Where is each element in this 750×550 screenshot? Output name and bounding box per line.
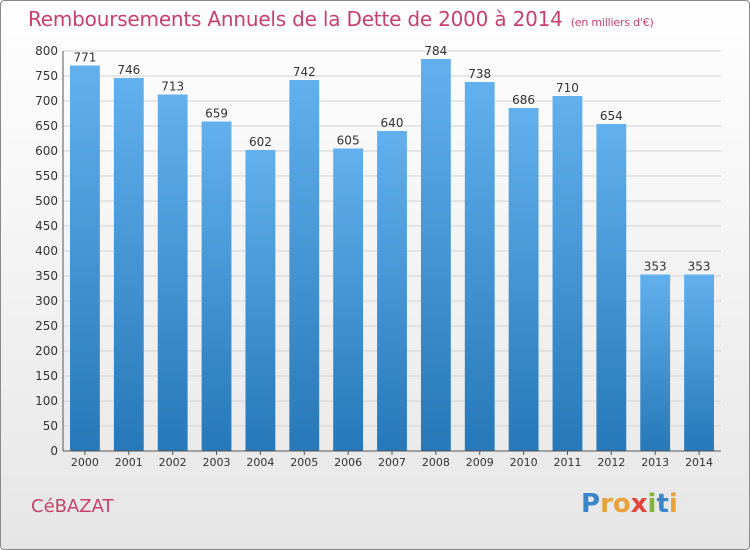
x-tick-label: 2000 <box>71 456 99 469</box>
y-tick-label: 550 <box>35 169 58 183</box>
y-tick-label: 600 <box>35 144 58 158</box>
y-tick-label: 250 <box>35 319 58 333</box>
bar-value-label: 353 <box>688 260 711 274</box>
bar-2001 <box>113 78 144 451</box>
bar-2012 <box>596 124 627 451</box>
bars: 771 746 713 659 602 742 605 640 784 738 686 710 654 3… <box>70 44 714 451</box>
x-tick-label: 2014 <box>685 456 713 469</box>
y-tick-label: 50 <box>43 419 58 433</box>
bar-value-label: 713 <box>161 80 184 94</box>
y-tick-label: 800 <box>35 44 58 58</box>
x-tick-label: 2007 <box>378 456 406 469</box>
bar-2011 <box>552 96 583 451</box>
x-tick-label: 2008 <box>422 456 450 469</box>
x-tick-label: 2001 <box>115 456 143 469</box>
y-tick-label: 0 <box>50 444 58 458</box>
bar-2004 <box>245 150 276 451</box>
bar-2003 <box>201 121 232 451</box>
chart-subtitle: (en milliers d'€) <box>570 16 654 29</box>
x-tick-label: 2012 <box>597 456 625 469</box>
x-tick-label: 2006 <box>334 456 362 469</box>
x-tick-label: 2002 <box>159 456 187 469</box>
y-tick-label: 150 <box>35 369 58 383</box>
y-tick-label: 700 <box>35 94 58 108</box>
bar-value-label: 710 <box>556 81 579 95</box>
y-tick-label: 300 <box>35 294 58 308</box>
bar-value-label: 738 <box>468 67 491 81</box>
x-tick-label: 2003 <box>203 456 231 469</box>
y-tick-label: 200 <box>35 344 58 358</box>
bar-value-label: 353 <box>644 260 667 274</box>
y-tick-label: 650 <box>35 119 58 133</box>
bar-2010 <box>508 108 539 451</box>
bar-value-label: 742 <box>293 65 316 79</box>
bar-value-label: 746 <box>117 63 140 77</box>
axes: 0 50 100 150 200 250 300 350 400 450 500 550 600 650 7… <box>35 44 721 469</box>
x-tick-label: 2013 <box>641 456 669 469</box>
x-tick-label: 2005 <box>290 456 318 469</box>
y-tick-label: 350 <box>35 269 58 283</box>
commune-name: CéBAZAT <box>31 496 114 517</box>
bar-2000 <box>70 65 100 451</box>
x-tick-label: 2010 <box>510 456 538 469</box>
bar-2008 <box>420 59 451 451</box>
bar-2007 <box>377 131 407 451</box>
bar-value-label: 605 <box>337 134 360 148</box>
bar-2013 <box>640 274 671 451</box>
bar-value-label: 640 <box>381 116 404 130</box>
x-tick-label: 2011 <box>553 456 581 469</box>
bar-2005 <box>289 80 320 451</box>
bar-value-label: 784 <box>424 44 447 58</box>
y-tick-label: 100 <box>35 394 58 408</box>
chart-title-text: Remboursements Annuels de la Dette de 20… <box>28 7 563 31</box>
y-tick-label: 750 <box>35 69 58 83</box>
bar-value-label: 654 <box>600 109 623 123</box>
bar-value-label: 602 <box>249 135 272 149</box>
chart-title: Remboursements Annuels de la Dette de 20… <box>28 7 654 31</box>
proxiti-logo: Proxiti <box>581 489 678 519</box>
bar-value-label: 686 <box>512 93 535 107</box>
bar-2009 <box>464 82 495 451</box>
y-tick-label: 500 <box>35 194 58 208</box>
bar-value-label: 659 <box>205 107 228 121</box>
bar-2002 <box>157 94 188 451</box>
bar-value-label: 771 <box>73 51 96 65</box>
x-tick-label: 2009 <box>466 456 494 469</box>
x-tick-label: 2004 <box>246 456 274 469</box>
bar-2006 <box>333 148 364 451</box>
bar-2014 <box>684 274 714 451</box>
y-tick-label: 450 <box>35 219 58 233</box>
y-tick-label: 400 <box>35 244 58 258</box>
